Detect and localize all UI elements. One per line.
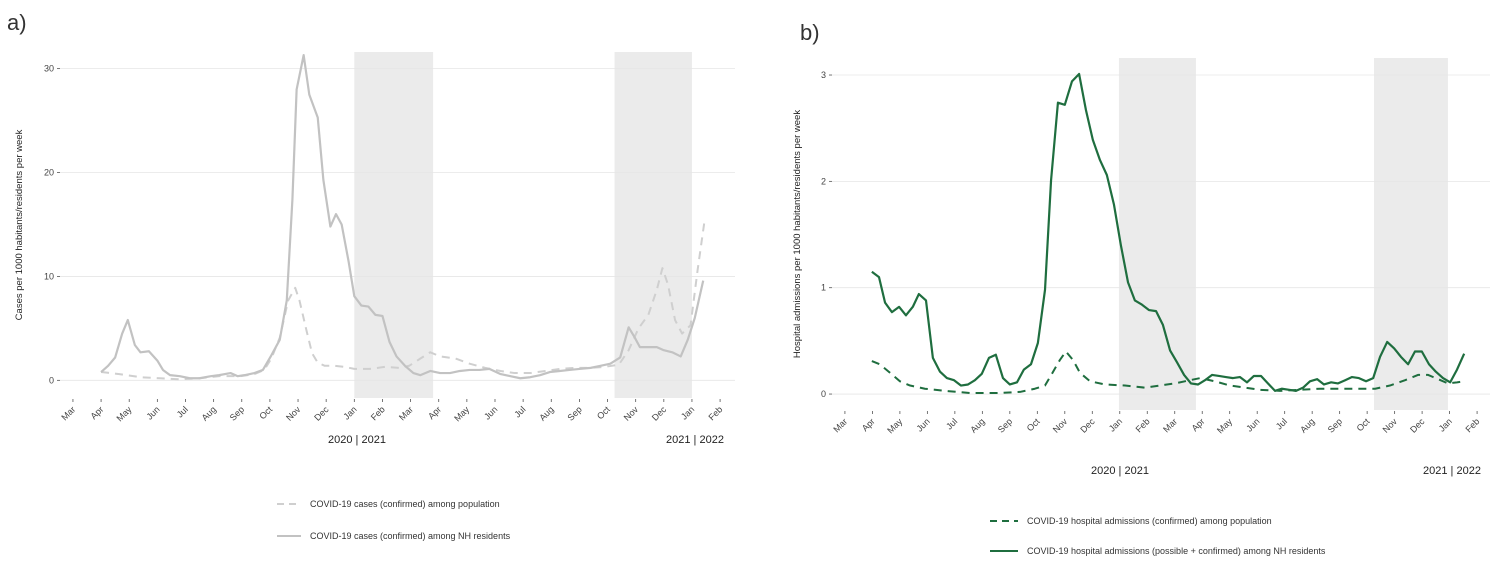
y-tick-label: 30 [44, 64, 54, 74]
x-tick-label: May [1215, 416, 1234, 435]
x-tick-label: Oct [257, 404, 274, 421]
x-tick-label: Nov [1051, 416, 1070, 435]
year-label: 2021 | 2022 [1423, 465, 1481, 477]
x-tick-label: Dec [1078, 416, 1097, 435]
x-tick-label: Sep [996, 416, 1014, 434]
panel-label: a) [7, 10, 27, 35]
year-label: 2020 | 2021 [328, 434, 386, 446]
data-line [100, 54, 705, 380]
shaded-period [614, 52, 692, 398]
x-tick-label: Apr [426, 404, 443, 421]
x-tick-label: Feb [1463, 416, 1481, 434]
y-axis-label: Hospital admissions per 1000 habitants/r… [792, 110, 803, 358]
x-tick-label: Jun [144, 404, 161, 421]
x-tick-label: Sep [565, 404, 583, 422]
x-tick-label: Apr [1190, 416, 1207, 433]
x-tick-label: Feb [706, 404, 724, 422]
x-tick-label: Nov [1381, 416, 1400, 435]
x-tick-label: Sep [1326, 416, 1344, 434]
x-tick-label: Mar [59, 404, 77, 422]
x-tick-label: Apr [89, 404, 106, 421]
x-tick-label: Aug [968, 416, 986, 434]
x-tick-label: Apr [860, 416, 877, 433]
data-line [871, 72, 1466, 392]
x-tick-label: Dec [650, 404, 669, 423]
x-tick-label: Jan [1437, 416, 1454, 433]
y-tick-label: 2 [821, 176, 826, 186]
x-tick-label: May [115, 404, 134, 423]
legend-label: COVID-19 cases (confirmed) among populat… [310, 499, 500, 509]
year-label: 2021 | 2022 [666, 434, 724, 446]
y-tick-label: 20 [44, 168, 54, 178]
x-tick-label: Jan [679, 404, 696, 421]
x-tick-label: Feb [369, 404, 387, 422]
x-tick-label: Oct [1025, 416, 1042, 433]
y-tick-label: 0 [821, 389, 826, 399]
x-tick-label: Aug [537, 404, 555, 422]
x-tick-label: Dec [312, 404, 331, 423]
x-tick-label: Nov [284, 404, 303, 423]
shaded-period [354, 52, 434, 398]
x-tick-label: Mar [1161, 416, 1179, 434]
x-tick-label: Oct [1355, 416, 1372, 433]
legend-label: COVID-19 hospital admissions (confirmed)… [1027, 516, 1272, 526]
x-tick-label: Jul [175, 404, 190, 419]
x-tick-label: Aug [200, 404, 218, 422]
data-line [871, 350, 1465, 394]
x-tick-label: Jun [1244, 416, 1261, 433]
x-tick-label: Dec [1408, 416, 1427, 435]
x-tick-label: Jan [341, 404, 358, 421]
legend-label: COVID-19 cases (confirmed) among NH resi… [310, 531, 511, 541]
x-tick-label: Jul [944, 416, 959, 431]
panel-label: b) [800, 20, 820, 45]
x-tick-label: May [452, 404, 471, 423]
shaded-period [1374, 58, 1448, 410]
x-tick-label: May [885, 416, 904, 435]
x-tick-label: Jul [512, 404, 527, 419]
y-tick-label: 3 [821, 70, 826, 80]
x-tick-label: Feb [1134, 416, 1152, 434]
shaded-period [1118, 58, 1196, 410]
x-tick-label: Mar [831, 416, 849, 434]
x-tick-label: Jun [482, 404, 499, 421]
x-tick-label: Sep [228, 404, 246, 422]
x-tick-label: Aug [1298, 416, 1316, 434]
x-tick-label: Jan [1107, 416, 1124, 433]
x-tick-label: Jul [1274, 416, 1289, 431]
y-axis-label: Cases per 1000 habitants/residents per w… [14, 129, 25, 320]
x-tick-label: Jun [914, 416, 931, 433]
legend-label: COVID-19 hospital admissions (possible +… [1027, 546, 1326, 556]
x-tick-label: Nov [622, 404, 641, 423]
x-tick-label: Oct [595, 404, 612, 421]
y-tick-label: 0 [49, 375, 54, 385]
y-tick-label: 1 [821, 283, 826, 293]
x-tick-label: Mar [397, 404, 415, 422]
year-label: 2020 | 2021 [1091, 465, 1149, 477]
y-tick-label: 10 [44, 271, 54, 281]
